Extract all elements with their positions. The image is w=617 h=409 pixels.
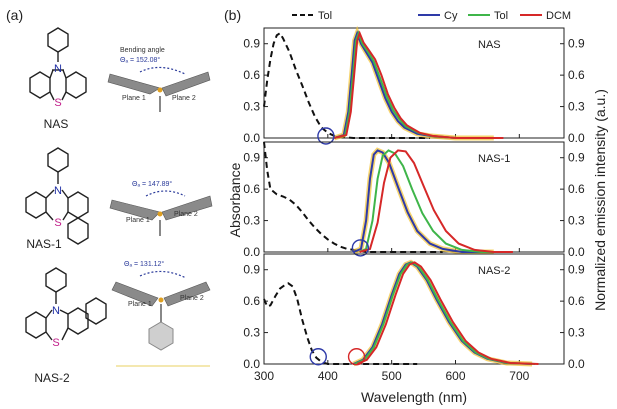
nas1-plane2: Plane 2 (174, 211, 198, 218)
nas-atom-n: N (54, 63, 62, 75)
subplot-nas: 0.0 0.0 0.3 0.3 0.6 0.6 0.9 0.9 NAS (243, 25, 585, 145)
x-tick-label: 400 (318, 369, 338, 383)
right-y-tick-label: 0.3 (568, 214, 585, 228)
right-y-tick-label: 0.3 (568, 326, 585, 340)
left-y-tick-label: 0.9 (243, 263, 260, 277)
emission-line-tol (359, 149, 507, 253)
subplot-label: NAS-1 (478, 153, 510, 165)
emission-line-cy (333, 30, 494, 139)
nas2-label: NAS-2 (34, 371, 70, 385)
right-y-tick-label: 0.6 (568, 294, 585, 308)
nas-structure (29, 27, 87, 101)
left-y-tick-label: 0.0 (243, 245, 260, 259)
nas-atom-s: S (54, 97, 61, 109)
emission-overlay-line (333, 25, 494, 141)
right-y-tick-label: 0.6 (568, 182, 585, 196)
nas2-atom-s: S (52, 337, 59, 349)
emission-line-tol (333, 30, 501, 139)
nas2-angle: Θₐ = 131.12° (124, 260, 164, 268)
emission-line-tol (354, 261, 536, 365)
highlight-circle (317, 127, 335, 145)
nas1-atom-n: N (54, 185, 62, 197)
left-y-tick-label: 0.3 (243, 214, 260, 228)
nas2-plane1: Plane 1 (128, 301, 152, 308)
emission-line-dcm (356, 261, 539, 365)
left-y-tick-label: 0.9 (243, 37, 260, 51)
right-y-tick-label: 0.3 (568, 100, 585, 114)
right-y-tick-label: 0.9 (568, 37, 585, 51)
nas-geometry: Bending angle Θₐ = 152.08° Plane 1 Plane… (107, 47, 211, 112)
emission-overlay-line (352, 259, 533, 367)
nas1-geometry: Θₐ = 147.89° Plane 1 Plane 2 (109, 180, 213, 236)
x-tick-label: 600 (445, 369, 465, 383)
nas1-label: NAS-1 (26, 237, 62, 251)
x-tick-label: 300 (254, 369, 274, 383)
nas-plane1: Plane 1 (122, 95, 146, 102)
left-y-tick-label: 0.3 (243, 326, 260, 340)
nas1-atom-s: S (54, 217, 61, 229)
subplot-frame (263, 141, 565, 253)
right-y-tick-label: 0.9 (568, 151, 585, 165)
right-axis-title: Normalized emission intensity (a.u.) (592, 89, 608, 311)
subplot-label: NAS (478, 39, 501, 51)
highlight-circle (347, 348, 366, 366)
emission-line-dcm (359, 149, 513, 253)
left-y-tick-label: 0.6 (243, 68, 260, 82)
legend-label: DCM (546, 10, 571, 22)
right-y-tick-label: 0.9 (568, 263, 585, 277)
right-y-tick-label: 0.0 (568, 131, 585, 145)
nas2-atom-n: N (52, 305, 60, 317)
left-y-tick-label: 0.3 (243, 100, 260, 114)
legend: Tol Cy Tol DCM (292, 10, 571, 22)
panel-a-letter: (a) (6, 7, 23, 23)
x-tick-label: 700 (509, 369, 529, 383)
nas1-angle: Θₐ = 147.89° (132, 180, 172, 188)
subplot-nas-1: 0.0 0.0 0.3 0.3 0.6 0.6 0.9 0.9 NAS-1 (243, 141, 585, 259)
left-axis-title: Absorbance (227, 162, 243, 237)
nas-label: NAS (44, 117, 69, 131)
subplot-frame (263, 253, 565, 365)
x-axis: 300 400 500 600 700 (254, 369, 530, 383)
left-y-tick-label: 0.0 (243, 357, 260, 371)
nas1-plane1: Plane 1 (126, 217, 150, 224)
x-axis-title: Wavelength (nm) (361, 389, 467, 405)
emission-line-dcm (333, 30, 504, 139)
left-y-tick-label: 0.6 (243, 182, 260, 196)
absorption-line-tol (263, 282, 418, 365)
nas2-plane2: Plane 2 (180, 295, 204, 302)
right-y-tick-label: 0.0 (568, 357, 585, 371)
right-y-tick-label: 0.0 (568, 245, 585, 259)
highlight-circle (309, 348, 327, 366)
right-y-tick-label: 0.6 (568, 68, 585, 82)
legend-label: Cy (444, 10, 458, 22)
subplot-frame (263, 27, 565, 139)
legend-label: Tol (494, 10, 508, 22)
nas-angle: Θₐ = 152.08° (120, 56, 160, 64)
nas2-geometry: Θₐ = 131.12° Plane 1 Plane 2 (111, 260, 211, 367)
left-y-tick-label: 0.6 (243, 294, 260, 308)
panel-b-letter: (b) (224, 7, 241, 23)
left-y-tick-label: 0.9 (243, 151, 260, 165)
nas2-structure (25, 267, 107, 341)
panel-a-structures: (a) N S NAS Bending angle Θₐ = 152.08° P… (6, 7, 213, 385)
nas-plane2: Plane 2 (172, 95, 196, 102)
left-y-tick-label: 0.0 (243, 131, 260, 145)
nas-bending-label: Bending angle (120, 47, 165, 54)
absorption-line-tol (263, 31, 430, 139)
subplot-label: NAS-2 (478, 265, 510, 277)
nas1-structure (25, 147, 89, 245)
legend-label: Tol (318, 10, 332, 22)
x-tick-label: 500 (382, 369, 402, 383)
highlight-circle (351, 239, 370, 257)
subplot-nas-2: 0.0 0.0 0.3 0.3 0.6 0.6 0.9 0.9 NAS-2 (243, 253, 585, 371)
